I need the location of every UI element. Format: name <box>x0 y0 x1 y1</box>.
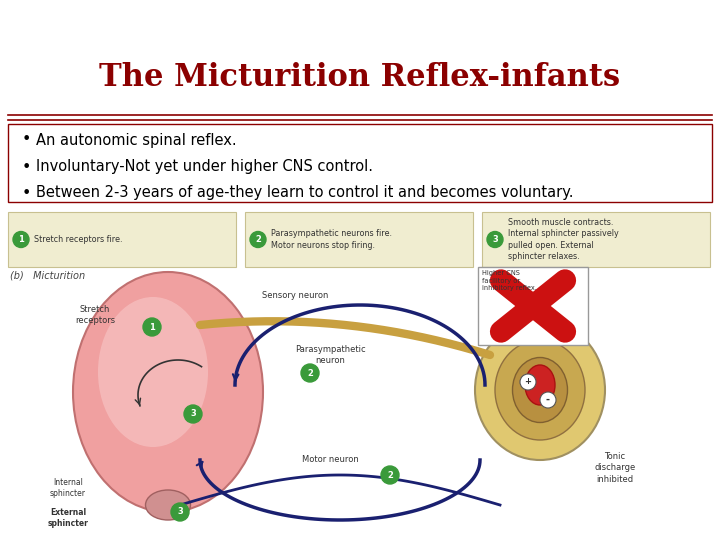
Text: Tonic
discharge
inhibited: Tonic discharge inhibited <box>595 453 636 484</box>
Text: (b)   Micturition: (b) Micturition <box>10 270 85 280</box>
Text: Between 2-3 years of age-they learn to control it and becomes voluntary.: Between 2-3 years of age-they learn to c… <box>36 186 574 200</box>
Text: 3: 3 <box>492 235 498 244</box>
Text: •: • <box>22 186 32 200</box>
Text: -: - <box>546 395 550 405</box>
Text: Parasympathetic neurons fire.
Motor neurons stop firing.: Parasympathetic neurons fire. Motor neur… <box>271 230 392 249</box>
Ellipse shape <box>73 272 263 512</box>
Text: Smooth muscle contracts.
Internal sphincter passively
pulled open. External
sphi: Smooth muscle contracts. Internal sphinc… <box>508 218 618 261</box>
Ellipse shape <box>525 365 555 405</box>
Text: External
sphincter: External sphincter <box>48 508 89 528</box>
Text: Motor neuron: Motor neuron <box>302 456 359 464</box>
Text: 1: 1 <box>18 235 24 244</box>
Ellipse shape <box>495 340 585 440</box>
Text: The Micturition Reflex-infants: The Micturition Reflex-infants <box>99 62 621 92</box>
Text: +: + <box>524 377 531 387</box>
Circle shape <box>301 364 319 382</box>
Circle shape <box>487 232 503 247</box>
Text: Parasympathetic
neuron: Parasympathetic neuron <box>294 345 365 365</box>
Bar <box>8 124 712 202</box>
Text: Stretch
receptors: Stretch receptors <box>75 305 115 325</box>
Circle shape <box>13 232 29 247</box>
Circle shape <box>143 318 161 336</box>
Circle shape <box>381 466 399 484</box>
Ellipse shape <box>475 320 605 460</box>
Bar <box>482 212 710 267</box>
Text: 2: 2 <box>387 470 393 480</box>
Circle shape <box>520 374 536 390</box>
Bar <box>245 212 473 267</box>
Ellipse shape <box>513 357 567 422</box>
Circle shape <box>540 392 556 408</box>
Text: 3: 3 <box>177 508 183 516</box>
Text: Internal
sphincter: Internal sphincter <box>50 478 86 498</box>
Text: Higher CNS
facilitory or
inhibitory reflex.: Higher CNS facilitory or inhibitory refl… <box>482 270 537 291</box>
Text: Stretch receptors fire.: Stretch receptors fire. <box>34 235 122 244</box>
Circle shape <box>171 503 189 521</box>
Text: •: • <box>22 132 32 147</box>
Text: 1: 1 <box>149 322 155 332</box>
Text: An autonomic spinal reflex.: An autonomic spinal reflex. <box>36 132 237 147</box>
Text: 2: 2 <box>255 235 261 244</box>
Ellipse shape <box>98 297 208 447</box>
Ellipse shape <box>145 490 191 520</box>
Text: Involuntary-Not yet under higher CNS control.: Involuntary-Not yet under higher CNS con… <box>36 159 373 174</box>
Bar <box>478 267 588 345</box>
Text: 2: 2 <box>307 368 313 377</box>
Text: 3: 3 <box>190 409 196 418</box>
Circle shape <box>250 232 266 247</box>
Text: •: • <box>22 159 32 174</box>
Circle shape <box>184 405 202 423</box>
Text: Sensory neuron: Sensory neuron <box>262 291 328 300</box>
Bar <box>8 212 236 267</box>
